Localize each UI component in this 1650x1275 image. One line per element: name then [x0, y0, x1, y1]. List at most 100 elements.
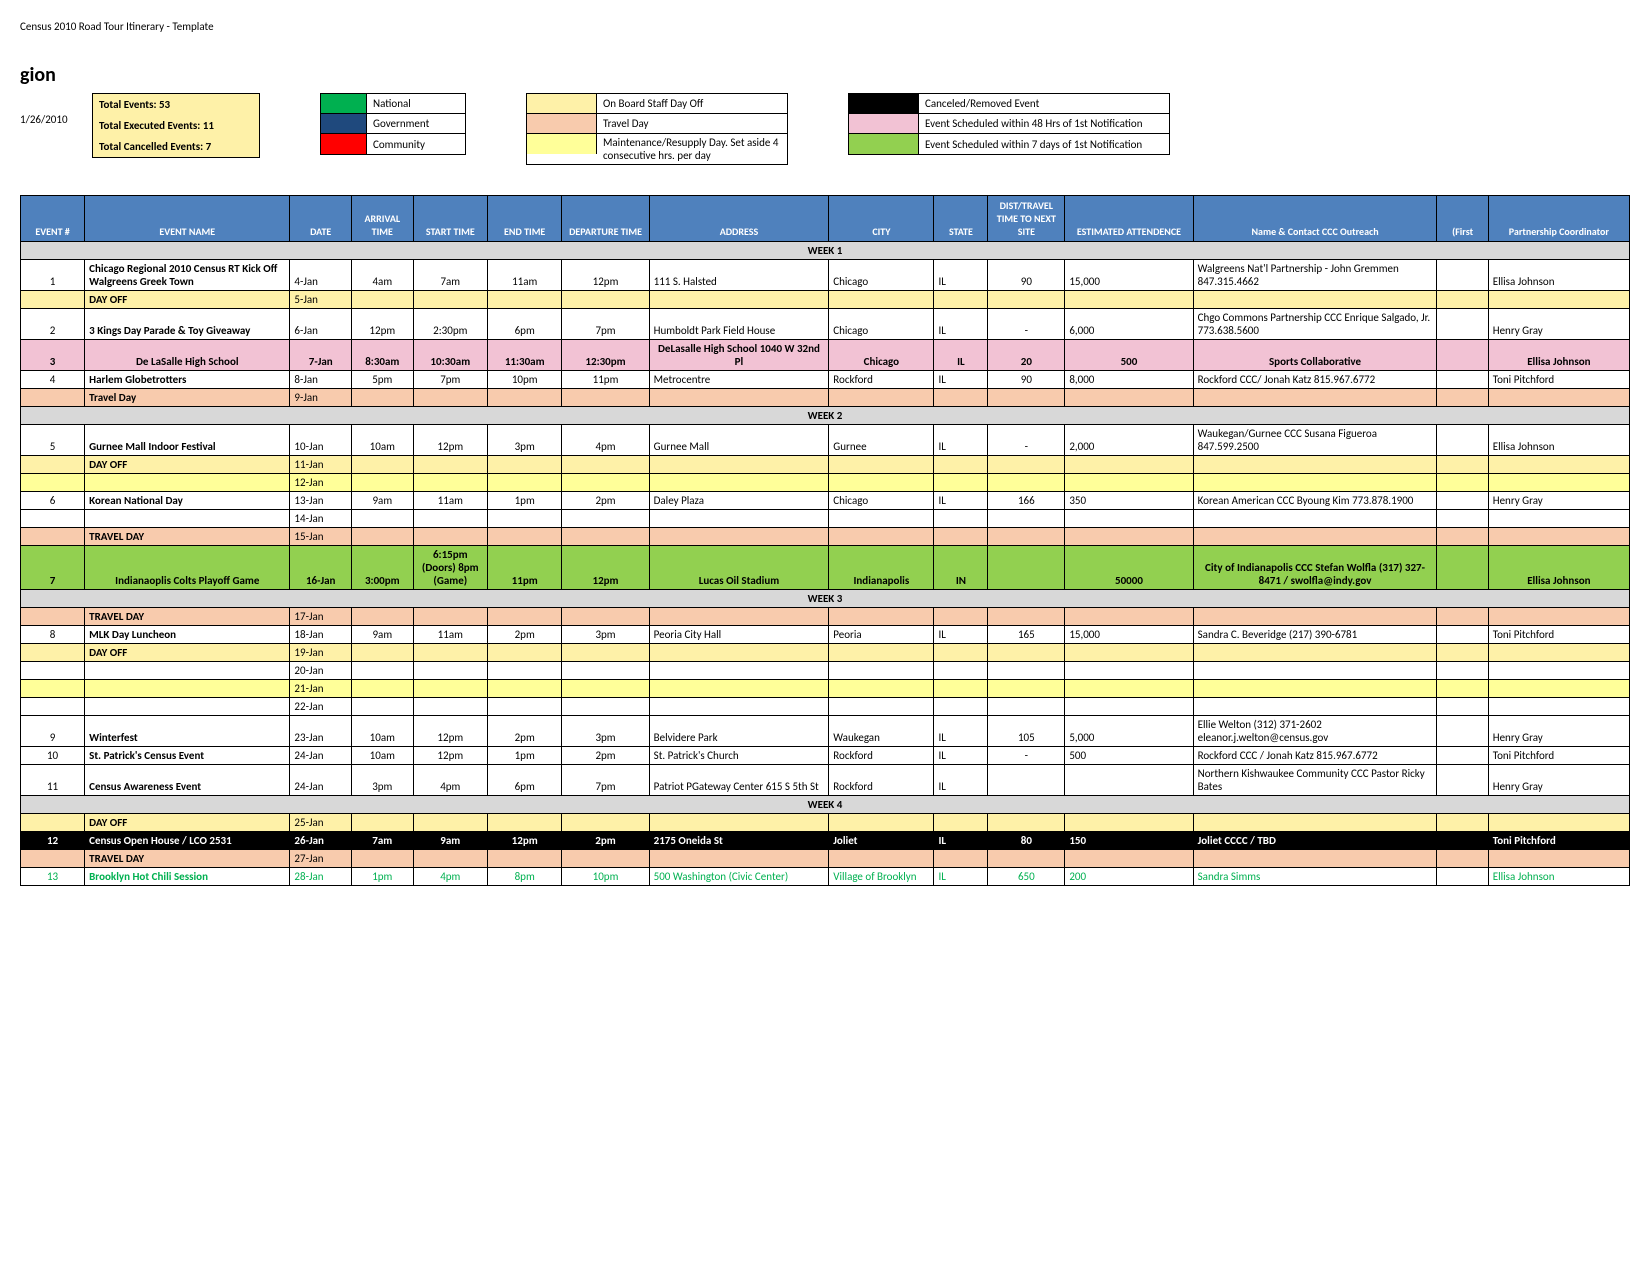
table-row: 5Gurnee Mall Indoor Festival10-Jan10am12…	[21, 425, 1630, 456]
cell	[413, 528, 487, 546]
cell	[934, 389, 988, 407]
cell: 200	[1065, 868, 1193, 886]
cell	[1065, 698, 1193, 716]
cell: Belvidere Park	[649, 716, 829, 747]
cell	[1193, 644, 1437, 662]
cell	[1437, 608, 1488, 626]
cell: Gurnee	[829, 425, 934, 456]
cell	[1488, 474, 1629, 492]
cell: Rockford	[829, 747, 934, 765]
table-row: 12-Jan	[21, 474, 1630, 492]
cell: 6pm	[487, 765, 561, 796]
cell: 6,000	[1065, 309, 1193, 340]
cell: 2pm	[562, 832, 649, 850]
legend-swatch	[321, 114, 367, 134]
cell: Chicago	[829, 340, 934, 371]
cell	[352, 698, 414, 716]
cell: 15-Jan	[290, 528, 352, 546]
cell	[988, 389, 1065, 407]
cell: TRAVEL DAY	[85, 608, 290, 626]
table-row: 8MLK Day Luncheon18-Jan9am11am2pm3pmPeor…	[21, 626, 1630, 644]
cell	[1437, 291, 1488, 309]
cell: Ellisa Johnson	[1488, 340, 1629, 371]
cell: 10-Jan	[290, 425, 352, 456]
cell: 9	[21, 716, 85, 747]
cell: 18-Jan	[290, 626, 352, 644]
cell: 14-Jan	[290, 510, 352, 528]
cell	[934, 608, 988, 626]
cell	[487, 698, 561, 716]
cell	[649, 510, 829, 528]
cell: 10am	[352, 716, 414, 747]
cell	[1437, 456, 1488, 474]
cell	[988, 291, 1065, 309]
cell: 3	[21, 340, 85, 371]
cell	[829, 850, 934, 868]
cell	[988, 608, 1065, 626]
cell	[413, 608, 487, 626]
cell: IL	[934, 371, 988, 389]
cell: 80	[988, 832, 1065, 850]
cell: Harlem Globetrotters	[85, 371, 290, 389]
cell: 16-Jan	[290, 546, 352, 590]
cell	[562, 698, 649, 716]
cell: Rockford CCC / Jonah Katz 815.967.6772	[1193, 747, 1437, 765]
cell	[988, 644, 1065, 662]
cell: 3pm	[487, 425, 561, 456]
cell: Ellie Welton (312) 371-2602 eleanor.j.we…	[1193, 716, 1437, 747]
cell	[1437, 698, 1488, 716]
cell: 12pm	[413, 425, 487, 456]
cell: Waukegan/Gurnee CCC Susana Figueroa 847.…	[1193, 425, 1437, 456]
cell	[649, 474, 829, 492]
cell	[413, 474, 487, 492]
legend-day-type: On Board Staff Day OffTravel DayMaintena…	[526, 93, 788, 165]
cell	[1488, 389, 1629, 407]
cell: 2:30pm	[413, 309, 487, 340]
legend-item: Event Scheduled within 48 Hrs of 1st Not…	[849, 114, 1169, 134]
cell: Ellisa Johnson	[1488, 546, 1629, 590]
table-row: TRAVEL DAY17-Jan	[21, 608, 1630, 626]
legend-label: Event Scheduled within 48 Hrs of 1st Not…	[919, 114, 1169, 134]
cell	[562, 662, 649, 680]
cell: 10am	[352, 747, 414, 765]
cell	[1437, 474, 1488, 492]
cell	[1193, 456, 1437, 474]
cell: 21-Jan	[290, 680, 352, 698]
column-header: ESTIMATED ATTENDENCE	[1065, 196, 1193, 242]
cell	[934, 662, 988, 680]
cell: IL	[934, 868, 988, 886]
table-row: 23 Kings Day Parade & Toy Giveaway6-Jan1…	[21, 309, 1630, 340]
cell	[988, 546, 1065, 590]
cell	[352, 608, 414, 626]
cell: 6-Jan	[290, 309, 352, 340]
cell	[1437, 850, 1488, 868]
cell: 7	[21, 546, 85, 590]
cell: 500	[1065, 747, 1193, 765]
column-header: Name & Contact CCC Outreach	[1193, 196, 1437, 242]
cell: Toni Pitchford	[1488, 371, 1629, 389]
cell: IL	[934, 425, 988, 456]
week-header: WEEK 4	[21, 796, 1630, 814]
cell	[1065, 291, 1193, 309]
cell	[352, 510, 414, 528]
cell: Daley Plaza	[649, 492, 829, 510]
table-row: 12Census Open House / LCO 253126-Jan7am9…	[21, 832, 1630, 850]
column-header: DATE	[290, 196, 352, 242]
cell: 7am	[352, 832, 414, 850]
cell: 12pm	[562, 260, 649, 291]
cell	[988, 662, 1065, 680]
cell	[562, 528, 649, 546]
cell: IN	[934, 546, 988, 590]
cell: 4pm	[413, 868, 487, 886]
cell: 11am	[413, 492, 487, 510]
cell: 13-Jan	[290, 492, 352, 510]
cell: 9am	[352, 492, 414, 510]
cell	[1193, 850, 1437, 868]
cell: MLK Day Luncheon	[85, 626, 290, 644]
cell: 111 S. Halsted	[649, 260, 829, 291]
cell	[934, 510, 988, 528]
cell	[829, 608, 934, 626]
cell: 12pm	[413, 716, 487, 747]
cell: 5	[21, 425, 85, 456]
cell: 11am	[487, 260, 561, 291]
